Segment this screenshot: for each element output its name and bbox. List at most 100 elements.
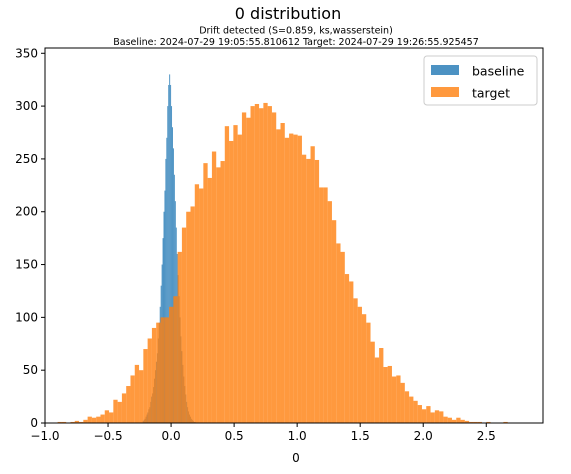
chart-subtitle-line-1: Drift detected (S=0.859, ks,wasserstein) xyxy=(199,26,393,37)
target-bar xyxy=(87,416,92,423)
target-bar xyxy=(340,251,345,423)
target-bar xyxy=(421,409,427,423)
baseline-bar xyxy=(165,158,167,423)
target-bar xyxy=(254,103,260,424)
target-bar xyxy=(117,401,122,423)
chart-title: 0 distribution xyxy=(235,4,341,23)
target-bar xyxy=(327,201,332,423)
target-bar xyxy=(177,251,182,423)
y-tick-label: 50 xyxy=(23,363,38,377)
target-bar xyxy=(173,296,178,423)
target-bar xyxy=(464,420,470,423)
target-bar xyxy=(224,126,230,424)
y-tick-label: 300 xyxy=(15,99,38,113)
legend: baseline target xyxy=(423,55,538,106)
target-bar xyxy=(207,177,212,423)
target-bar xyxy=(503,421,508,423)
target-bar xyxy=(134,364,140,423)
target-bar xyxy=(91,417,97,423)
target-bar xyxy=(121,393,127,423)
legend-swatch-target xyxy=(431,87,459,97)
target-bar xyxy=(96,416,101,423)
target-bar xyxy=(379,348,384,423)
y-tick-label: 350 xyxy=(15,46,38,60)
target-bar xyxy=(456,417,461,423)
legend-swatch-baseline xyxy=(431,65,459,75)
target-bar xyxy=(194,184,200,423)
target-bar xyxy=(126,386,131,423)
target-bar xyxy=(374,357,380,423)
baseline-bar xyxy=(168,84,170,423)
target-bar xyxy=(439,411,444,423)
target-bar xyxy=(383,367,388,423)
y-tick-label: 100 xyxy=(15,310,38,324)
target-bar xyxy=(250,106,255,423)
target-bar xyxy=(426,406,431,423)
target-bar xyxy=(284,137,290,423)
baseline-bar xyxy=(169,74,171,423)
target-bar xyxy=(306,158,311,423)
x-axis: −1.0 −0.5 0.0 0.5 1.0 1.5 2.0 2.5 xyxy=(30,423,496,443)
target-bar xyxy=(310,146,315,423)
target-bar xyxy=(353,298,358,423)
target-bar xyxy=(203,163,208,423)
target-bar xyxy=(477,421,482,423)
target-bar xyxy=(404,391,410,423)
baseline-bar xyxy=(172,148,174,423)
target-bar xyxy=(473,421,478,423)
target-bar xyxy=(271,112,277,424)
target-bar xyxy=(267,106,272,423)
target-bar xyxy=(233,125,238,424)
x-tick-label: 1.5 xyxy=(351,429,370,443)
target-bar xyxy=(447,417,452,423)
baseline-bar xyxy=(170,84,172,423)
x-tick-label: 2.5 xyxy=(477,429,496,443)
y-axis: 0 50 100 150 200 250 300 350 xyxy=(15,46,45,430)
target-bar xyxy=(83,419,88,423)
target-bar xyxy=(229,140,234,423)
target-bar xyxy=(216,167,221,423)
target-bar xyxy=(70,421,75,423)
target-bar xyxy=(259,108,264,423)
target-bar xyxy=(451,419,457,423)
target-bar xyxy=(280,123,285,423)
target-bar xyxy=(169,306,174,423)
target-bar xyxy=(409,396,414,423)
baseline-bar xyxy=(166,137,168,423)
baseline-bar xyxy=(172,127,173,424)
target-bar xyxy=(314,159,320,423)
target-bar xyxy=(293,134,298,423)
x-tick-label: 0.0 xyxy=(162,429,181,443)
y-tick-label: 200 xyxy=(15,205,38,219)
baseline-bar xyxy=(164,190,166,423)
x-axis-label: 0 xyxy=(292,451,300,465)
target-bar xyxy=(241,112,247,424)
target-bar xyxy=(357,306,362,423)
target-series xyxy=(57,102,508,424)
target-bar xyxy=(151,327,157,423)
target-bar xyxy=(486,421,491,423)
target-bar xyxy=(434,410,440,423)
target-bar xyxy=(186,211,191,423)
target-bar xyxy=(366,322,371,423)
target-bar xyxy=(79,421,84,423)
target-bar xyxy=(370,341,375,423)
y-tick-label: 0 xyxy=(30,416,38,430)
target-bar xyxy=(164,317,170,423)
target-bar xyxy=(301,154,307,424)
target-bar xyxy=(100,414,105,423)
target-bar xyxy=(361,314,367,423)
chart-subtitle-line-2: Baseline: 2024-07-29 19:05:55.810612 Tar… xyxy=(113,37,479,48)
target-bar xyxy=(417,405,422,423)
x-tick-label: 0.5 xyxy=(225,429,244,443)
target-bar xyxy=(349,281,354,423)
target-bar xyxy=(331,220,337,423)
target-bar xyxy=(199,188,204,423)
target-bar xyxy=(139,370,144,423)
target-bar xyxy=(443,416,448,423)
target-bar xyxy=(57,421,62,423)
target-bar xyxy=(109,412,114,423)
target-bar xyxy=(460,419,465,423)
target-bar xyxy=(336,243,341,423)
